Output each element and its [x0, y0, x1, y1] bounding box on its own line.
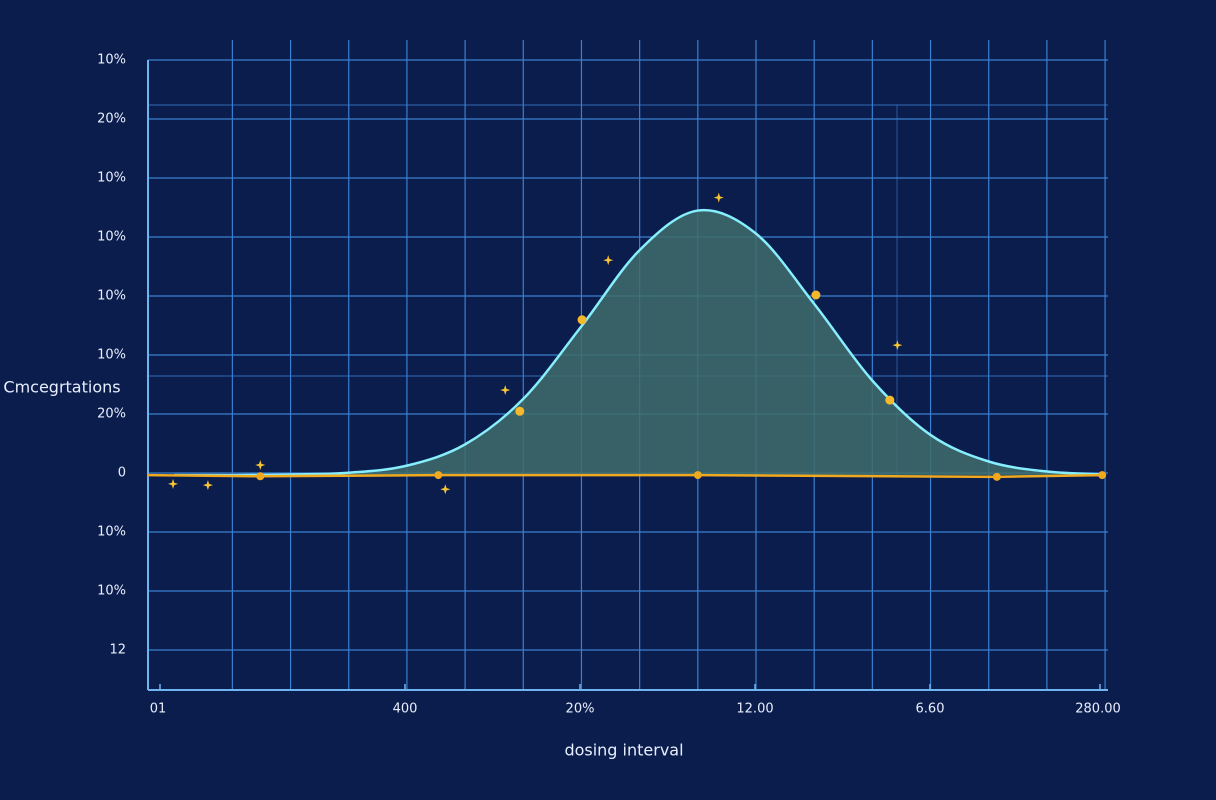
baseline-dot — [256, 472, 265, 481]
curve-dot — [811, 290, 821, 300]
x-tick-label: 20% — [566, 702, 595, 717]
baseline-dot — [992, 472, 1001, 481]
star-marker — [500, 385, 511, 396]
area-fill — [174, 210, 1106, 476]
curve-line — [174, 208, 1106, 477]
y-axis-title: Cmcegrtations — [3, 378, 120, 397]
x-tick-label: 12.00 — [736, 702, 773, 717]
x-tick-label: 400 — [393, 702, 418, 717]
star-marker — [603, 255, 614, 266]
star-marker — [168, 478, 179, 489]
star-marker — [255, 460, 266, 471]
x-tick-label: 280.00 — [1075, 702, 1121, 717]
y-tick-label: 10% — [97, 289, 126, 304]
x-tick-label: 01 — [150, 702, 167, 717]
y-tick-label: 10% — [97, 53, 126, 68]
y-tick-label: 10% — [97, 171, 126, 186]
y-tick-label: 10% — [97, 230, 126, 245]
y-tick-label: 0 — [118, 466, 126, 481]
baseline-line — [147, 473, 1103, 479]
star-marker — [713, 192, 724, 203]
curve-dot — [885, 395, 895, 405]
star-marker — [440, 484, 451, 495]
y-tick-label: 12 — [109, 643, 126, 658]
y-tick-label: 20% — [97, 407, 126, 422]
x-axis-title: dosing interval — [564, 741, 683, 760]
y-tick-label: 10% — [97, 348, 126, 363]
x-tick-label: 6.60 — [916, 702, 945, 717]
y-tick-label: 20% — [97, 112, 126, 127]
curve-dot — [577, 315, 587, 325]
star-marker — [892, 340, 903, 351]
baseline-dot — [1098, 471, 1107, 480]
curve-dot — [515, 406, 525, 416]
baseline-dot — [693, 471, 702, 480]
y-tick-label: 10% — [97, 525, 126, 540]
baseline-dot — [434, 471, 443, 480]
y-tick-label: 10% — [97, 584, 126, 599]
star-marker — [202, 480, 213, 491]
